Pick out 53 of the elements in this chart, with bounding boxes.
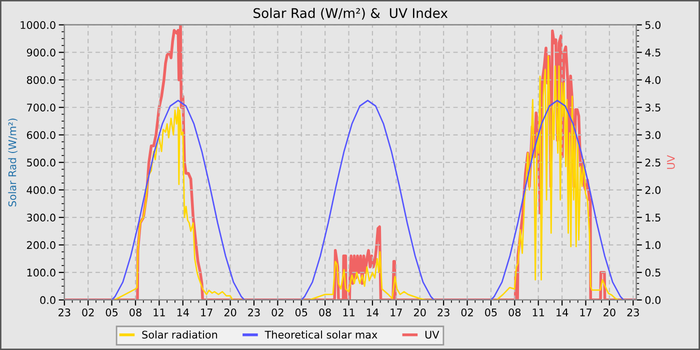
x-tick-label: 14 [177,308,189,316]
x-tick-label: 11 [532,308,544,316]
y-tick-label: 600.0 [26,131,56,139]
x-tick-label: 23 [438,308,450,316]
y2-tick-label: 5.0 [645,21,661,29]
y-tick-label: 500.0 [27,158,56,167]
x-tick-label: 14 [366,308,379,316]
x-tick-label: 02 [272,308,284,316]
x-tick-label: 20 [604,308,616,316]
y2-tick-label: 4.5 [645,48,660,56]
y-tick-label: 900.0 [26,48,56,56]
x-tick-label: 20 [224,308,236,316]
y2-tick-label: 3.5 [645,104,660,112]
y2-axis-title: UV [667,155,675,169]
y2-tick-label: 0.5 [645,268,660,277]
y2-tick-label: 2.0 [645,186,661,194]
legend-label: UV [425,330,440,339]
x-tick-label: 05 [485,308,497,316]
x-tick-label: 08 [508,308,521,316]
x-tick-label: 08 [319,308,331,316]
x-tick-label: 23 [248,308,260,316]
y-tick-label: 1000.0 [20,21,56,29]
y-axis-title: Solar Rad (W/m²) [8,118,18,206]
x-tick-label: 11 [154,308,165,316]
chart-title: Solar Rad (W/m²) & UV Index [254,8,448,20]
x-tick-label: 02 [82,308,94,316]
x-tick-label: 23 [58,308,70,316]
x-tick-label: 11 [343,308,354,316]
x-tick-label: 05 [295,308,308,316]
legend-label: Solar radiation [142,330,218,339]
y2-tick-label: 1.0 [646,241,661,250]
y2-tick-label: 3.0 [645,131,661,139]
y-tick-label: 700.0 [27,104,56,112]
x-tick-label: 17 [390,308,402,316]
x-tick-label: 14 [556,308,568,316]
y2-tick-label: 2.5 [645,158,660,167]
x-tick-label: 17 [580,308,592,316]
y-tick-label: 100.0 [27,268,56,277]
y2-tick-label: 1.5 [646,214,660,222]
y-tick-label: 300.0 [27,214,56,222]
x-tick-label: 23 [627,308,639,316]
x-tick-label: 20 [414,308,426,316]
y2-tick-label: 0.0 [645,296,661,304]
x-tick-label: 05 [106,308,118,316]
y-tick-label: 0.0 [40,296,56,304]
y-tick-label: 400.0 [26,186,56,194]
y2-tick-label: 4.0 [645,76,661,84]
y-tick-label: 800.0 [26,76,56,84]
x-tick-label: 08 [130,308,142,316]
x-tick-label: 17 [201,308,212,316]
y-tick-label: 200.0 [27,241,56,250]
legend-label: Theoretical solar max [264,330,378,339]
x-tick-label: 02 [461,308,473,316]
